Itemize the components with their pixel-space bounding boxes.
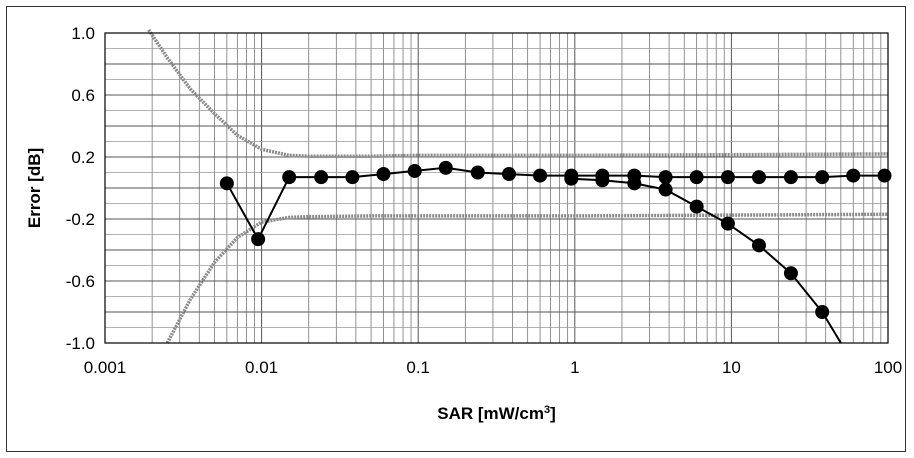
data-point-s3-4 [689, 199, 704, 214]
x-tick-label: 1 [570, 358, 579, 377]
data-point-s2-10 [533, 168, 548, 183]
x-tick-label: 100 [874, 358, 902, 377]
data-point-s2-1 [251, 232, 266, 247]
data-point-s2-21 [877, 168, 892, 183]
data-point-s3-0 [564, 171, 579, 186]
y-tick-label: 0.6 [71, 86, 95, 105]
data-point-s2-14 [658, 170, 673, 185]
data-point-s2-6 [407, 163, 422, 178]
data-point-s2-9 [501, 167, 516, 182]
data-point-s2-5 [376, 167, 391, 182]
tick-labels: 0.001 0.01 0.1 1 10 100 1.0 0.6 0.2 -0.2 -0.6 -1.0 [66, 24, 902, 377]
series-line-2 [226, 166, 885, 242]
data-point-s2-3 [314, 170, 329, 185]
x-tick-label: 0.001 [84, 358, 127, 377]
data-point-s3-3 [658, 182, 673, 197]
data-point-s2-8 [470, 165, 485, 180]
data-point-s3-5 [720, 216, 735, 231]
x-tick-label: 10 [722, 358, 741, 377]
data-point-s2-20 [846, 168, 861, 183]
data-point-s2-17 [751, 170, 766, 185]
x-axis-title-superscript: 3 [544, 404, 550, 416]
plot-area-border [104, 32, 889, 344]
data-point-s3-7 [783, 266, 798, 281]
data-point-s3-6 [751, 238, 766, 253]
y-tick-label: 0.2 [71, 148, 95, 167]
chart-frame [6, 6, 906, 452]
data-point-s2-15 [689, 170, 704, 185]
x-axis-title: SAR [mW/cm3] [437, 404, 556, 423]
series-line-4 [821, 311, 842, 344]
data-point-s2-2 [282, 170, 297, 185]
data-point-s3-2 [627, 176, 642, 191]
data-point-s2-18 [783, 170, 798, 185]
y-tick-label: -0.6 [66, 272, 95, 291]
y-tick-label: -1.0 [66, 334, 95, 353]
data-point-s2-19 [815, 170, 830, 185]
series-line-1 [165, 212, 888, 344]
series-layer [147, 28, 892, 344]
data-point-s2-4 [345, 170, 360, 185]
series-line-0 [147, 28, 888, 158]
x-tick-label: 0.01 [245, 358, 278, 377]
data-point-s3-8 [815, 305, 830, 319]
x-axis-title-suffix: ] [550, 404, 556, 423]
y-tick-label: 1.0 [71, 24, 95, 43]
data-point-s2-7 [438, 160, 453, 175]
x-tick-label: 0.1 [406, 358, 430, 377]
y-axis-title: Error [dB] [25, 148, 44, 228]
y-tick-label: -0.2 [66, 210, 95, 229]
data-point-s3-1 [595, 173, 610, 188]
data-point-s2-0 [219, 176, 234, 191]
data-point-s2-16 [720, 170, 735, 185]
x-axis-title-main: SAR [mW/cm [437, 404, 544, 423]
